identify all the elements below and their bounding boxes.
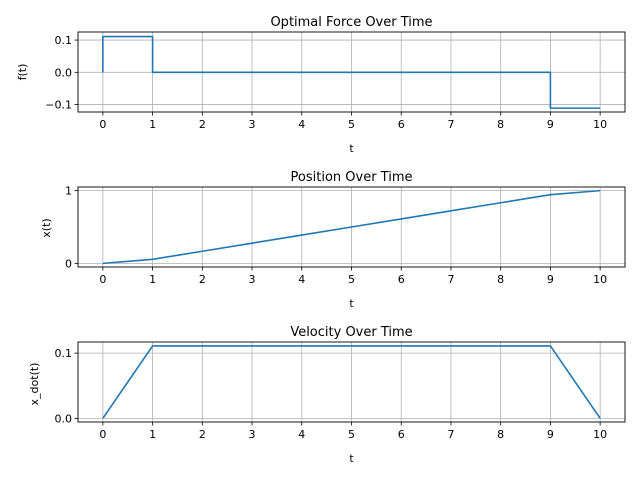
velocity-chart-xtick-label: 6 <box>398 428 405 441</box>
force-chart-xtick-label: 10 <box>593 118 607 131</box>
force-chart-xtick-label: 9 <box>547 118 554 131</box>
force-chart: Optimal Force Over Time t f(t) 0 1 2 3 4 5 6 7 8… <box>16 15 626 155</box>
velocity-chart-grid <box>78 342 625 422</box>
velocity-chart-ytick-label: 0.0 <box>55 412 73 425</box>
position-chart-xtick-label: 7 <box>447 273 454 286</box>
force-chart-xtick-label: 2 <box>199 118 206 131</box>
position-chart-ytick-label: 1 <box>65 185 72 198</box>
force-chart-frame <box>77 31 626 113</box>
position-chart-ylabel: x(t) <box>40 218 53 237</box>
velocity-chart-series <box>102 345 601 419</box>
force-chart-ytick-label: 0.1 <box>55 34 73 47</box>
position-chart-xtick-label: 3 <box>249 273 256 286</box>
force-chart-xtick-label: 4 <box>298 118 305 131</box>
force-chart-title: Optimal Force Over Time <box>270 15 432 30</box>
velocity-chart-ytick-label: 0.1 <box>55 347 73 360</box>
force-chart-ytick-label: 0.0 <box>55 66 73 79</box>
velocity-chart-xtick-label: 7 <box>447 428 454 441</box>
force-chart-ylabel: f(t) <box>16 64 29 81</box>
force-chart-xtick-label: 0 <box>99 118 106 131</box>
position-chart-xtick-label: 2 <box>199 273 206 286</box>
force-chart-xtick-label: 8 <box>497 118 504 131</box>
force-chart-series-line <box>102 35 601 109</box>
position-chart-xtick-label: 6 <box>398 273 405 286</box>
position-chart-xlabel: t <box>349 297 354 310</box>
velocity-chart-series-line <box>102 345 601 419</box>
position-chart-xtick-label: 10 <box>593 273 607 286</box>
position-chart-series-line <box>102 189 601 265</box>
velocity-chart-xtick-label: 8 <box>497 428 504 441</box>
position-chart-xtick-label: 4 <box>298 273 305 286</box>
velocity-chart-xtick-label: 9 <box>547 428 554 441</box>
force-chart-ticks: 0 1 2 3 4 5 6 7 8 9 10 0.1 0.0 −0.1 <box>45 34 607 131</box>
position-chart-title: Position Over Time <box>291 170 413 185</box>
velocity-chart-ticks: 0 1 2 3 4 5 6 7 8 9 10 0.1 0.0 <box>55 347 608 441</box>
velocity-chart-frame <box>77 341 626 423</box>
force-chart-xtick-label: 3 <box>249 118 256 131</box>
force-chart-ytick-label: −0.1 <box>45 99 72 112</box>
position-chart-series <box>102 189 601 265</box>
force-chart-xtick-label: 5 <box>348 118 355 131</box>
velocity-chart-xtick-label: 10 <box>593 428 607 441</box>
position-chart-xtick-label: 0 <box>99 273 106 286</box>
position-chart-xtick-label: 1 <box>149 273 156 286</box>
velocity-chart-title: Velocity Over Time <box>290 325 412 340</box>
position-chart-xtick-label: 9 <box>547 273 554 286</box>
velocity-chart-xtick-label: 3 <box>249 428 256 441</box>
force-chart-xtick-label: 6 <box>398 118 405 131</box>
force-chart-xtick-label: 1 <box>149 118 156 131</box>
velocity-chart-xtick-label: 4 <box>298 428 305 441</box>
force-chart-series <box>102 35 601 109</box>
position-chart-xtick-label: 5 <box>348 273 355 286</box>
force-chart-xtick-label: 7 <box>447 118 454 131</box>
position-chart-xtick-label: 8 <box>497 273 504 286</box>
velocity-chart-xlabel: t <box>349 452 354 465</box>
position-chart-frame <box>77 186 626 268</box>
position-chart-ytick-label: 0 <box>65 257 72 270</box>
velocity-chart-xtick-label: 5 <box>348 428 355 441</box>
velocity-chart-xtick-label: 1 <box>149 428 156 441</box>
force-chart-xlabel: t <box>349 142 354 155</box>
velocity-chart-ylabel: x_dot(t) <box>28 363 41 406</box>
velocity-chart: Velocity Over Time t x_dot(t) 0 1 2 3 4 5 6 7 8 9… <box>28 325 626 465</box>
velocity-chart-xtick-label: 2 <box>199 428 206 441</box>
velocity-chart-xtick-label: 0 <box>99 428 106 441</box>
